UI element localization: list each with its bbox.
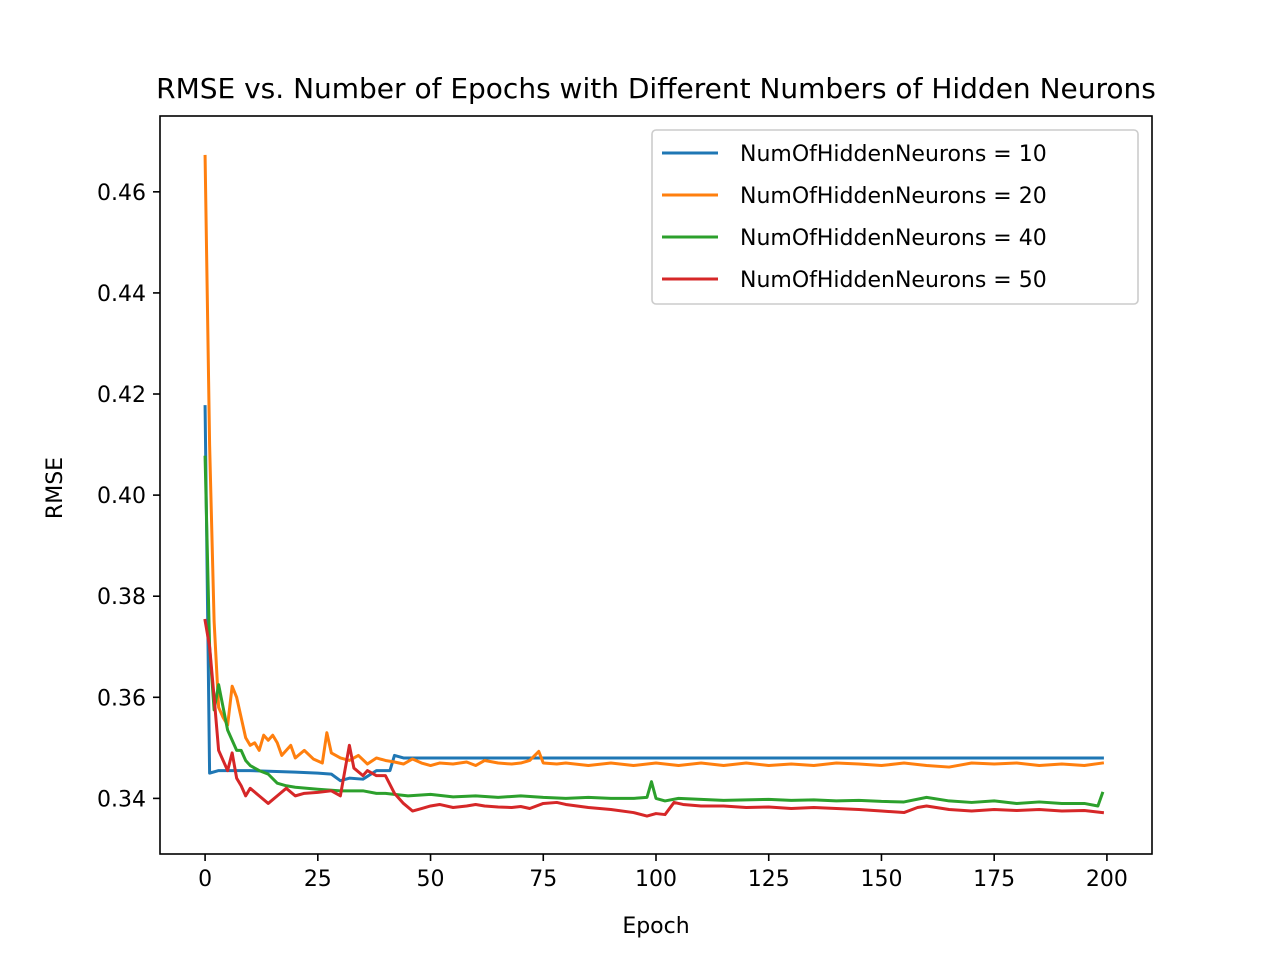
series-line-1	[203, 405, 1104, 783]
series-line-3	[203, 455, 1105, 808]
series-layer	[203, 154, 1105, 818]
x-tick-label: 150	[860, 867, 902, 892]
x-tick-label: 200	[1086, 867, 1128, 892]
x-tick-label: 50	[417, 867, 445, 892]
y-tick-label: 0.40	[97, 484, 146, 509]
x-tick-label: 25	[304, 867, 332, 892]
y-tick-label: 0.38	[97, 585, 146, 610]
x-axis-label: Epoch	[622, 914, 689, 939]
series-line-4	[203, 618, 1105, 818]
legend-label-3: NumOfHiddenNeurons = 40	[740, 226, 1047, 251]
legend-box	[651, 129, 1139, 305]
legend: NumOfHiddenNeurons = 10 NumOfHiddenNeuron…	[651, 129, 1139, 305]
x-axis: 0 25 50 75 100 125 150 175 200	[198, 854, 1128, 892]
x-tick-label: 175	[973, 867, 1015, 892]
legend-label-4: NumOfHiddenNeurons = 50	[740, 268, 1047, 293]
x-tick-label: 75	[529, 867, 557, 892]
legend-label-2: NumOfHiddenNeurons = 20	[740, 184, 1047, 209]
y-tick-label: 0.44	[97, 282, 146, 307]
y-axis: 0.34 0.36 0.38 0.40 0.42 0.44 0.46	[97, 181, 160, 812]
plot-area	[159, 115, 1153, 855]
legend-label-1: NumOfHiddenNeurons = 10	[740, 142, 1047, 167]
y-tick-label: 0.42	[97, 383, 146, 408]
y-tick-label: 0.46	[97, 181, 146, 206]
y-axis-label: RMSE	[43, 457, 68, 519]
x-tick-label: 125	[748, 867, 790, 892]
y-tick-label: 0.34	[97, 787, 146, 812]
chart-title: RMSE vs. Number of Epochs with Different…	[156, 72, 1156, 105]
x-tick-label: 0	[198, 867, 212, 892]
y-tick-label: 0.36	[97, 686, 146, 711]
x-tick-label: 100	[635, 867, 677, 892]
series-line-2	[203, 154, 1105, 769]
